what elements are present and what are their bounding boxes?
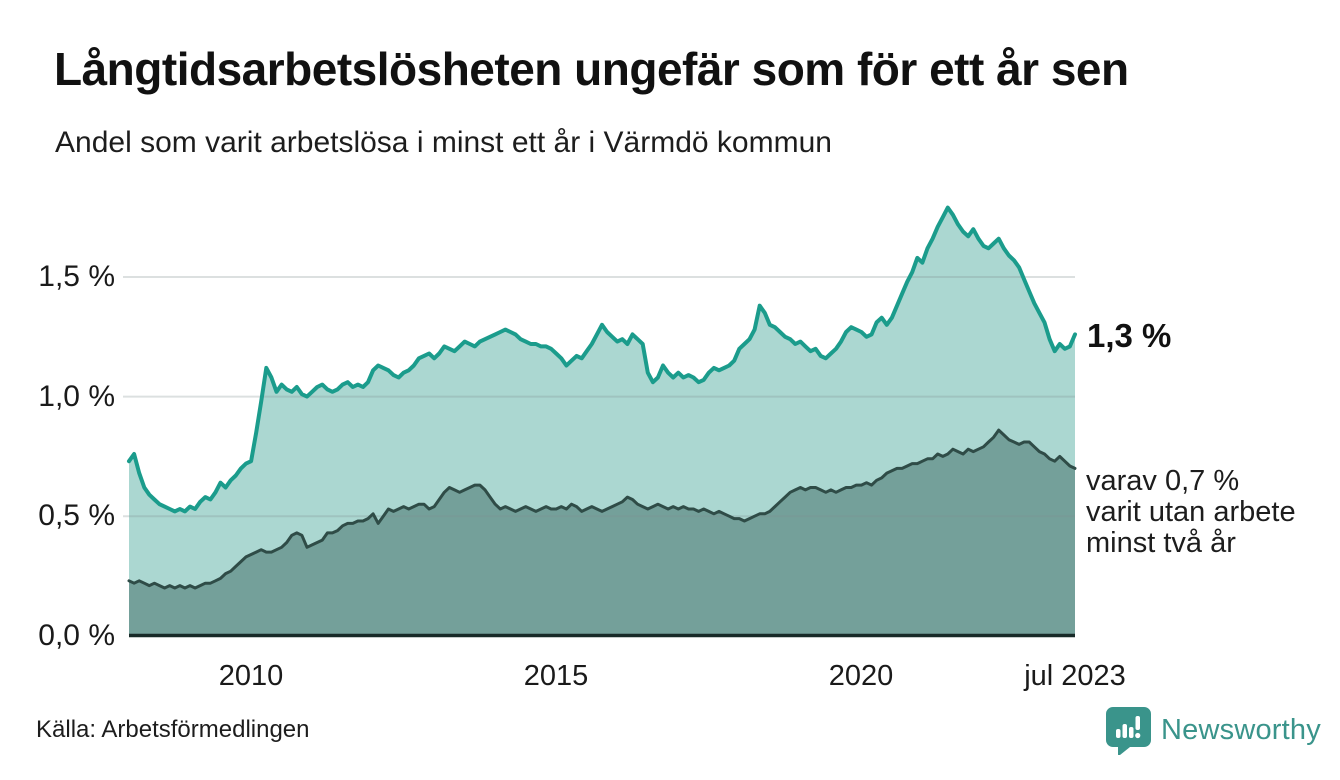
x-axis-tick-label: 2015: [523, 660, 589, 692]
y-axis-tick-label: 1,5 %: [38, 260, 115, 293]
brand-lockup: Newsworthy: [1106, 706, 1321, 756]
page-title: Långtidsarbetslösheten ungefär som för e…: [54, 43, 1129, 95]
brand-name: Newsworthy: [1161, 714, 1321, 746]
newsworthy-logo-icon: [1106, 706, 1152, 756]
x-axis-tick-label: jul 2023: [1024, 660, 1126, 692]
series-0-line: [127, 205, 1077, 514]
series-1-line: [127, 428, 1077, 590]
x-axis-tick-label: 2010: [218, 660, 284, 692]
secondary-series-label: varav 0,7 % varit utan arbete minst två …: [1086, 466, 1296, 559]
x-axis-tick-label: 2020: [828, 660, 894, 692]
secondary-series-label-line1: varav 0,7 %: [1086, 465, 1240, 497]
y-axis-tick-label: 1,0 %: [38, 380, 115, 413]
y-axis-tick-label: 0,5 %: [38, 499, 115, 532]
latest-value-label: 1,3 %: [1087, 317, 1172, 354]
page-subtitle: Andel som varit arbetslösa i minst ett å…: [55, 126, 832, 159]
source-note: Källa: Arbetsförmedlingen: [36, 716, 310, 743]
secondary-series-label-line3: minst två år: [1086, 527, 1236, 559]
secondary-series-label-line2: varit utan arbete: [1086, 496, 1296, 528]
series-1-area: [129, 430, 1075, 636]
y-axis-tick-label: 0,0 %: [38, 619, 115, 652]
